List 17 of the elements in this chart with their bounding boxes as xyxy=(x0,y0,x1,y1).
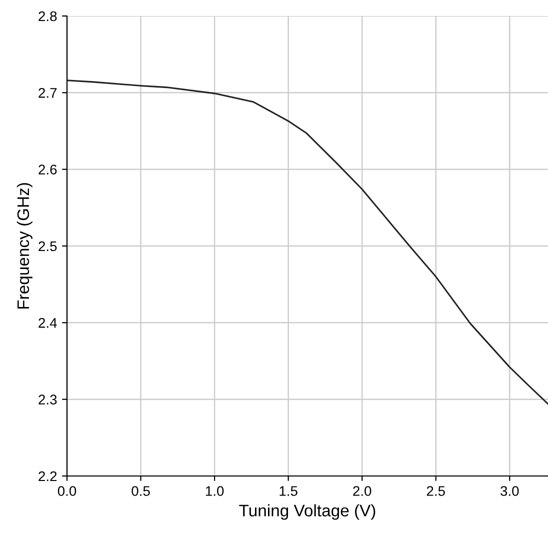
y-tick-label: 2.4 xyxy=(38,318,57,328)
y-tick-label: 2.8 xyxy=(38,11,57,22)
x-tick-label: 2.5 xyxy=(426,486,445,496)
y-tick-label: 2.2 xyxy=(38,471,57,482)
x-tick-label: 2.0 xyxy=(353,486,372,496)
y-tick-label: 2.3 xyxy=(38,394,57,405)
line-series xyxy=(67,80,548,405)
y-tick-label: 2.7 xyxy=(38,88,57,98)
y-tick-label: 2.6 xyxy=(38,164,57,175)
x-tick-label: 1.0 xyxy=(206,486,224,496)
x-tick-label: 3.0 xyxy=(500,486,519,496)
x-tick-label: 0.0 xyxy=(58,486,76,496)
y-axis-title: Frequency (GHz) xyxy=(16,183,32,309)
x-tick-label: 0.5 xyxy=(132,486,150,496)
x-tick-label: 1.5 xyxy=(280,486,298,496)
x-axis-title: Tuning Voltage (V) xyxy=(239,504,376,520)
y-tick-label: 2.5 xyxy=(38,241,57,252)
